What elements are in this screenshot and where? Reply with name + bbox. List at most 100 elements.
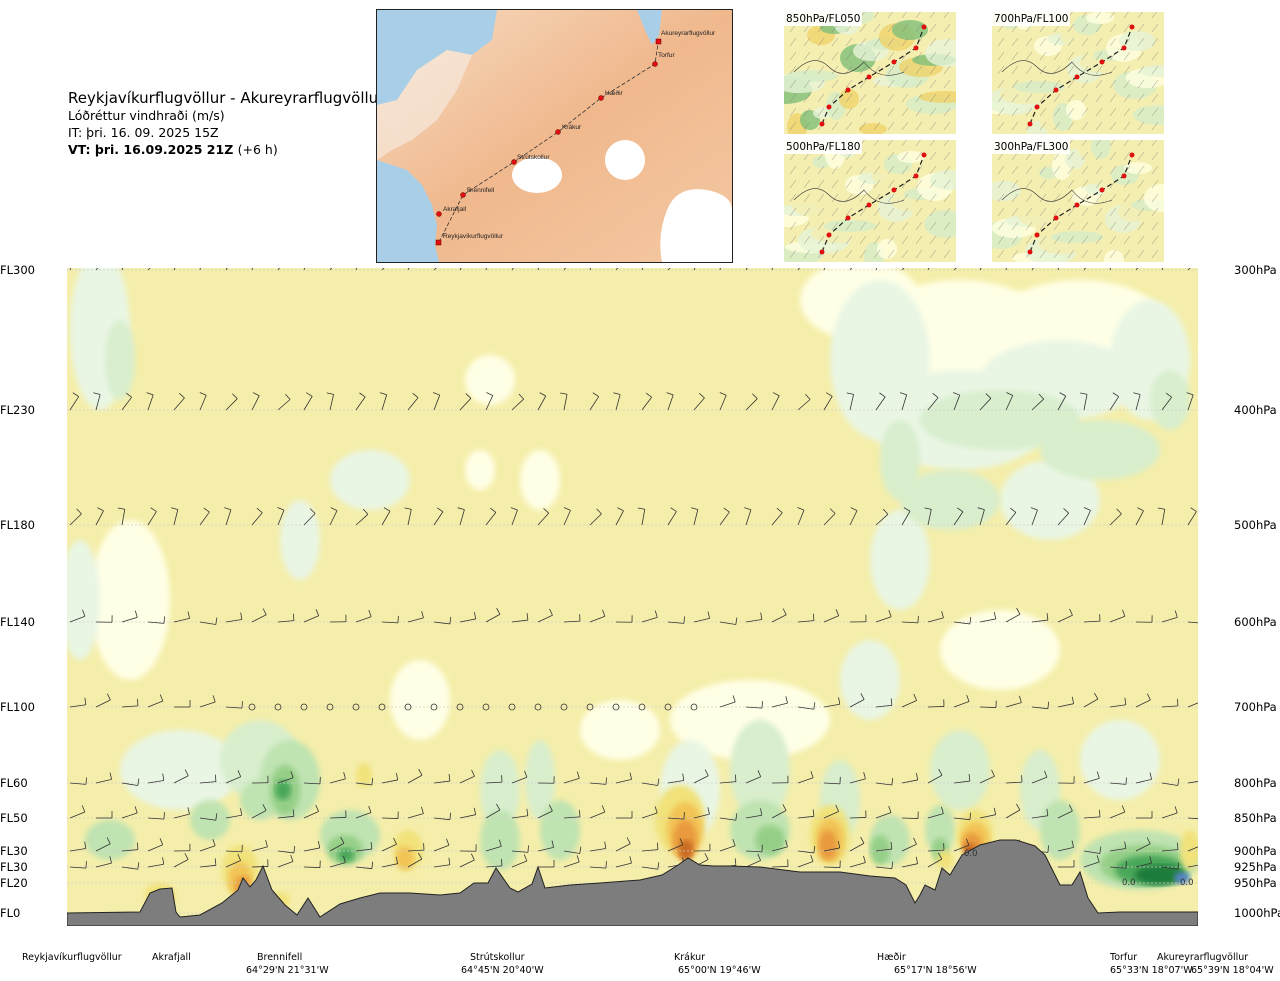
wind-barb-feather — [760, 808, 763, 816]
wind-barb — [563, 850, 580, 854]
panel-barb — [831, 79, 839, 89]
wind-barb-feather — [421, 806, 424, 814]
waypoint-label: Hæðir — [877, 952, 906, 963]
panel-barb — [1095, 23, 1103, 33]
wind-barb — [771, 866, 789, 868]
wind-barb — [459, 509, 465, 526]
wind-barb — [719, 817, 736, 821]
wind-barb-feather — [837, 840, 841, 849]
wind-barb-feather — [449, 812, 452, 820]
wind-barb — [511, 398, 524, 411]
wind-barb — [355, 616, 372, 623]
wind-barb-feather — [359, 392, 366, 398]
wind-barb — [511, 815, 528, 819]
wind-barb-feather — [212, 695, 216, 703]
panel-barb — [803, 93, 811, 103]
calm-marker — [638, 703, 646, 711]
wind-barb-feather — [913, 837, 917, 845]
wind-barb — [823, 847, 840, 852]
wind-barb — [121, 849, 138, 852]
wind-barb-feather — [306, 392, 313, 397]
wind-barb-feather — [446, 838, 450, 846]
velocity-contour — [275, 780, 291, 800]
wind-barb — [407, 774, 423, 784]
wind-barb — [771, 512, 783, 526]
wind-barb — [225, 776, 241, 784]
wind-barb-feather — [81, 805, 86, 813]
panel-barb — [1039, 107, 1047, 117]
wind-barb — [719, 701, 736, 708]
wind-barb-feather — [1112, 392, 1119, 397]
map-label-akureyri: Akureyrarflugvöllur — [661, 30, 716, 37]
panel-barb — [831, 37, 839, 47]
pressure-tick: 950hPa — [1234, 876, 1277, 890]
calm-marker — [430, 703, 438, 711]
wind-barb — [797, 861, 814, 868]
panel-barb — [873, 107, 881, 117]
wind-barb — [1083, 510, 1091, 526]
wind-barb — [485, 613, 501, 623]
wind-barb — [745, 776, 761, 784]
wind-barb-feather — [913, 693, 917, 701]
wind-barb — [225, 619, 242, 623]
wind-barb-feather — [1200, 695, 1203, 701]
wind-barb — [771, 614, 787, 623]
wind-barb — [1135, 510, 1144, 526]
wind-barb-feather — [1047, 845, 1049, 853]
panel-waypoint — [1099, 187, 1105, 193]
wind-barb — [1109, 396, 1120, 411]
panel-barb — [1137, 140, 1143, 147]
wind-barb — [1161, 866, 1178, 870]
wind-barb-feather — [812, 809, 815, 817]
wind-barb — [433, 268, 437, 271]
wind-barb — [1083, 394, 1088, 411]
wind-barb-feather — [343, 855, 346, 863]
wind-barb-feather — [797, 507, 805, 511]
wind-barb — [251, 866, 269, 868]
wind-barb — [199, 781, 216, 784]
panel-barb — [901, 23, 909, 33]
level-panel-700: 700hPa/FL100 — [992, 12, 1164, 134]
panel-barb — [873, 207, 881, 217]
panel-waypoint — [921, 24, 927, 30]
wind-barb-feather — [1174, 806, 1178, 814]
wind-barb-feather — [732, 695, 736, 703]
panel-barb — [915, 235, 923, 245]
panel-barb — [789, 93, 797, 103]
panel-field — [992, 181, 1021, 201]
wind-barb-feather — [117, 507, 125, 510]
panel-barb — [1039, 93, 1047, 103]
wind-barb — [849, 394, 854, 411]
panel-barb — [831, 51, 839, 61]
wind-barb-feather — [1190, 507, 1197, 512]
wind-barb — [745, 860, 761, 868]
wind-barb — [225, 268, 228, 271]
wind-barb — [849, 862, 866, 868]
wind-barb-feather — [1122, 609, 1126, 617]
panel-barb — [887, 151, 895, 161]
wind-barb — [69, 848, 86, 852]
panel-barb — [929, 37, 937, 47]
flight-level-tick: FL180 — [0, 518, 35, 532]
wind-barb-feather — [1200, 838, 1203, 844]
wind-barb — [1031, 509, 1038, 526]
wind-barb-feather — [882, 508, 889, 515]
wind-barb — [251, 614, 267, 623]
panel-barb — [1067, 51, 1075, 61]
wind-barb-feather — [1146, 693, 1151, 701]
panel-barb — [943, 121, 951, 131]
panel-barb — [887, 235, 895, 245]
wind-barb-feather — [102, 253, 107, 258]
wind-barb — [1187, 781, 1198, 784]
panel-barb — [845, 207, 853, 217]
panel-barb — [845, 93, 853, 103]
wind-barb-feather — [723, 507, 730, 513]
wind-barb — [511, 776, 528, 784]
wind-barb-feather — [196, 253, 203, 254]
waypoint-marker — [652, 61, 658, 67]
wind-barb — [667, 621, 684, 624]
panel-barb — [943, 51, 951, 61]
panel-barb — [1095, 235, 1103, 245]
wind-barb-feather — [524, 770, 528, 778]
wind-barb — [121, 705, 138, 708]
